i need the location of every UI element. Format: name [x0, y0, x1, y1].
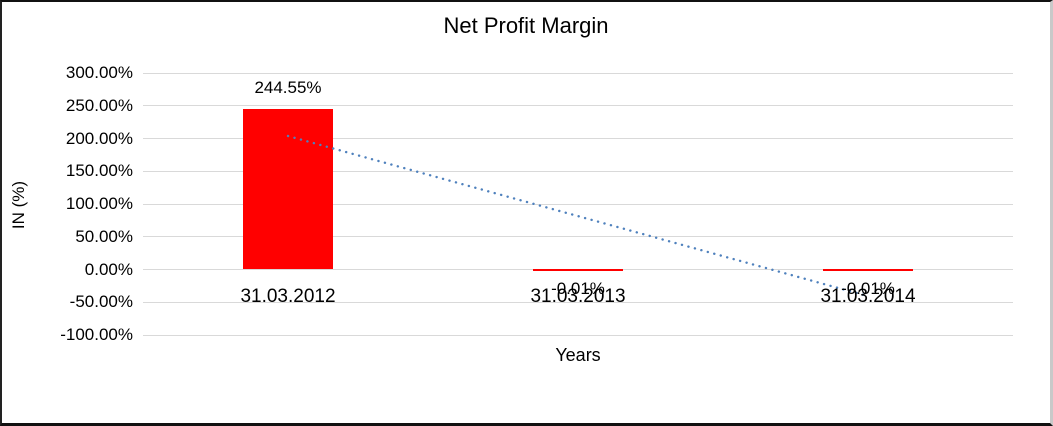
- y-tick-label: 150.00%: [65, 161, 133, 181]
- bar-value-label: -0.01%: [551, 278, 605, 298]
- category-label: 31.03.2014: [820, 285, 916, 307]
- gridline: [143, 105, 1013, 107]
- chart-title: Net Profit Margin: [443, 13, 609, 38]
- y-tick-label: 200.00%: [65, 128, 133, 148]
- x-axis-title: Years: [555, 345, 601, 365]
- gridline: [143, 301, 1013, 303]
- y-tick-label: 100.00%: [65, 194, 133, 213]
- y-tick-label: 50.00%: [75, 226, 133, 246]
- gridline: [143, 72, 1013, 74]
- y-tick-label: 0.00%: [84, 259, 133, 279]
- gridline: [143, 334, 1013, 336]
- bar: [243, 109, 333, 270]
- bar-value-label: 244.55%: [254, 78, 322, 98]
- bar: [533, 268, 623, 271]
- y-tick-label: -100.00%: [60, 325, 133, 344]
- bar: [823, 268, 913, 271]
- bar-value-label: -0.01%: [841, 278, 895, 298]
- y-tick-label: 250.00%: [65, 95, 133, 115]
- y-tick-label: -50.00%: [69, 292, 133, 312]
- y-tick-label: 300.00%: [65, 63, 133, 82]
- category-label: 31.03.2013: [530, 285, 626, 307]
- category-label: 31.03.2012: [240, 285, 336, 307]
